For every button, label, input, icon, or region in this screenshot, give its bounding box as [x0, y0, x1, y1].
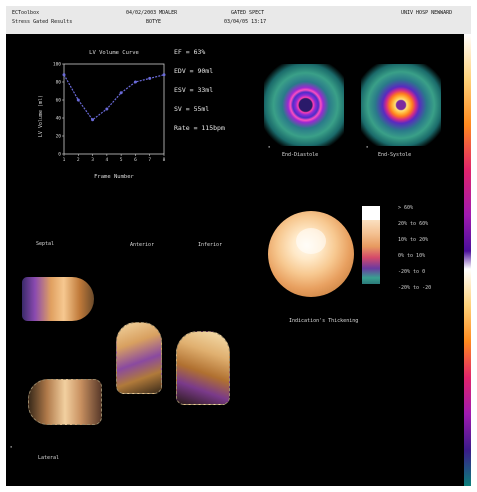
end-diastole-slice — [264, 64, 344, 146]
volume-series-line — [63, 74, 165, 121]
y-tick-label-2: 40 — [56, 116, 62, 122]
x-tick-label-3: 4 — [105, 157, 108, 163]
color-scale-bar — [464, 34, 471, 486]
end-systole-slice — [361, 64, 441, 146]
y-tick-label-3: 60 — [56, 98, 62, 104]
volume-curve-chart: LV Volume Curve LV Volume (ml) Frame Num… — [38, 50, 166, 180]
patient-id: BOTYE — [146, 19, 162, 25]
lateral-surface-render — [28, 379, 102, 425]
legend-value-2: 10% to 20% — [398, 237, 429, 243]
view-label-anterior: Anterior — [130, 242, 155, 248]
y-tick-label-1: 20 — [56, 134, 62, 140]
x-tick-label-5: 6 — [134, 157, 137, 163]
thickening-polar-map — [268, 211, 354, 297]
volume-point-5 — [119, 91, 123, 95]
x-tick-label-2: 3 — [91, 157, 94, 163]
legend-value-5: -20% to -20 — [398, 285, 432, 291]
chart-xlabel: Frame Number — [94, 174, 134, 180]
x-tick-label-6: 7 — [148, 157, 151, 163]
x-tick-label-1: 2 — [77, 157, 80, 163]
anterior-surface-render — [116, 322, 162, 394]
volume-point-2 — [76, 98, 80, 102]
institution: UNIV HOSP NEWWARD — [401, 10, 453, 16]
legend-value-1: 20% to 60% — [398, 221, 429, 227]
x-tick-label-7: 8 — [163, 157, 166, 163]
study-title: GATED SPECT — [231, 10, 265, 16]
thickening-legend-bar — [362, 206, 380, 284]
septal-surface-render — [22, 277, 94, 321]
end-diastole-label: End-Diastole — [282, 152, 319, 158]
legend-value-4: -20% to 0 — [398, 269, 426, 275]
stat-sv: SV = 55ml — [174, 105, 210, 113]
chart-plot-frame — [63, 63, 165, 155]
volume-point-4 — [105, 107, 109, 111]
study-name: Stress Gated Results — [12, 19, 73, 25]
study-datetime: 03/04/05 13:17 — [224, 19, 267, 25]
x-tick-label-4: 5 — [120, 157, 123, 163]
lateral-marker: ▪ — [10, 444, 13, 449]
y-tick-label-0: 0 — [58, 152, 61, 158]
legend-value-0: > 60% — [398, 205, 414, 211]
chart-ylabel: LV Volume (ml) — [38, 95, 44, 137]
slice-marker-left: ▪ — [268, 144, 271, 149]
app-name: ECToolbox — [12, 10, 40, 16]
chart-title: LV Volume Curve — [89, 50, 139, 56]
volume-point-8 — [162, 73, 166, 77]
volume-point-1 — [62, 73, 66, 77]
header-bar: ECToolbox Stress Gated Results 04/02/200… — [6, 6, 471, 34]
stat-rate: Rate = 115bpm — [174, 124, 225, 132]
y-tick-label-4: 80 — [56, 80, 62, 86]
view-label-lateral: Lateral — [38, 455, 60, 461]
stat-edv: EDV = 90ml — [174, 67, 214, 75]
x-tick-label-0: 1 — [63, 157, 66, 163]
volume-point-7 — [148, 76, 152, 80]
y-tick-label-5: 100 — [53, 62, 61, 68]
view-label-septal: Septal — [36, 241, 55, 247]
polar-map-highlight — [296, 228, 326, 254]
stat-ef: EF = 63% — [174, 48, 206, 56]
volume-point-6 — [133, 80, 137, 84]
inferior-surface-render — [176, 331, 230, 405]
view-label-inferior: Inferior — [198, 242, 223, 248]
slice-marker-right: ▪ — [366, 144, 369, 149]
end-systole-label: End-Systole — [378, 152, 412, 158]
app-window: ECToolbox Stress Gated Results 04/02/200… — [6, 6, 471, 486]
stat-esv: ESV = 33ml — [174, 86, 214, 94]
legend-value-3: 0% to 10% — [398, 253, 426, 259]
polar-map-label: Indication's Thickening — [289, 318, 359, 324]
volume-point-3 — [91, 118, 95, 122]
study-date: 04/02/2003 MDALER — [126, 10, 178, 16]
